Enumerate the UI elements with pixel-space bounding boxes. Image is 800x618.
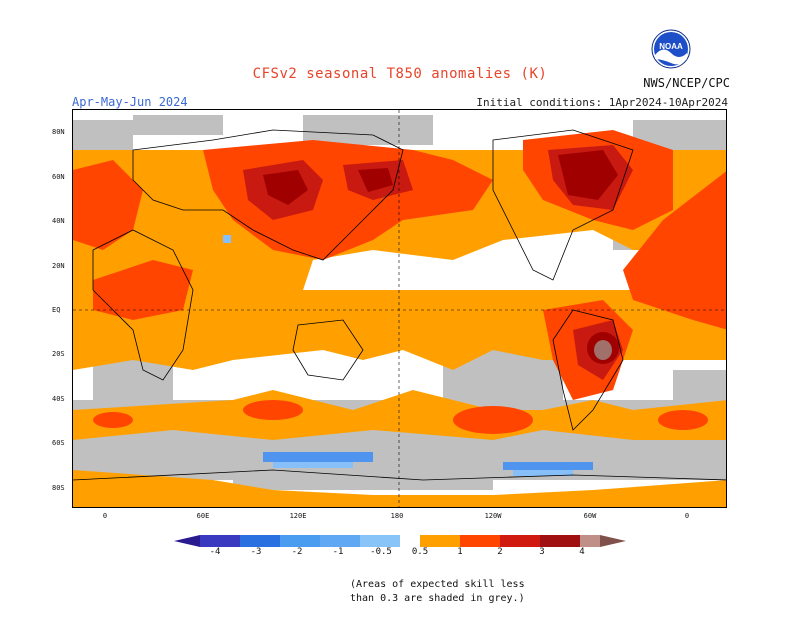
lon-label: 0 (102, 512, 108, 520)
anomaly-map (72, 109, 727, 508)
map-svg (73, 110, 726, 507)
colorbar-arrow-left (174, 535, 200, 547)
skill-note-line1: (Areas of expected skill less (350, 579, 525, 590)
colorbar-label: 3 (539, 547, 545, 557)
colorbar-label: -1 (332, 547, 344, 557)
lat-label: 60N (52, 173, 65, 181)
skill-note-line2: than 0.3 are shaded in grey.) (350, 593, 525, 604)
skill-note: (Areas of expected skill less than 0.3 a… (350, 578, 525, 606)
colorbar-segment (580, 535, 600, 547)
colorbar-segment (500, 535, 540, 547)
lat-label: 40S (52, 395, 65, 403)
lat-label: 40N (52, 217, 65, 225)
season-label: Apr-May-Jun 2024 (72, 95, 188, 109)
agency-label: NWS/NCEP/CPC (643, 76, 730, 90)
colorbar-segment (280, 535, 320, 547)
colorbar-label: 4 (579, 547, 585, 557)
lat-label: 20S (52, 350, 65, 358)
lon-label: 120E (289, 512, 307, 520)
colorbar-segment (360, 535, 400, 547)
lon-label: 60W (583, 512, 597, 520)
lat-label: 80N (52, 128, 65, 136)
colorbar (174, 535, 626, 547)
logo-text: NOAA (659, 42, 683, 51)
colorbar-segment (420, 535, 460, 547)
lon-label: 60E (196, 512, 210, 520)
colorbar-arrow-right (600, 535, 626, 547)
colorbar-segment (240, 535, 280, 547)
lon-label: 180 (390, 512, 404, 520)
chart-title: CFSv2 seasonal T850 anomalies (K) (252, 66, 548, 82)
colorbar-segment (320, 535, 360, 547)
colorbar-label: 1 (457, 547, 463, 557)
lon-label: 0 (684, 512, 690, 520)
lat-label: 20N (52, 262, 65, 270)
colorbar-label: -0.5 (370, 547, 392, 557)
colorbar-label: -3 (250, 547, 262, 557)
anomaly-4-plus (594, 340, 612, 360)
colorbar-label: -2 (291, 547, 303, 557)
lat-label: EQ (52, 306, 61, 314)
colorbar-label: 2 (497, 547, 503, 557)
colorbar-segment (200, 535, 240, 547)
colorbar-label: -4 (209, 547, 221, 557)
lon-label: 120W (484, 512, 502, 520)
noaa-logo: NOAA (651, 29, 691, 69)
negative-anomalies (223, 235, 593, 476)
colorbar-segment (540, 535, 580, 547)
lat-label: 80S (52, 484, 65, 492)
colorbar-segment (460, 535, 500, 547)
lat-label: 60S (52, 439, 65, 447)
anomaly-3-4 (263, 150, 619, 364)
coastlines (73, 129, 726, 481)
colorbar-label: 0.5 (411, 547, 429, 557)
initial-conditions-label: Initial conditions: 1Apr2024-10Apr2024 (476, 96, 728, 109)
